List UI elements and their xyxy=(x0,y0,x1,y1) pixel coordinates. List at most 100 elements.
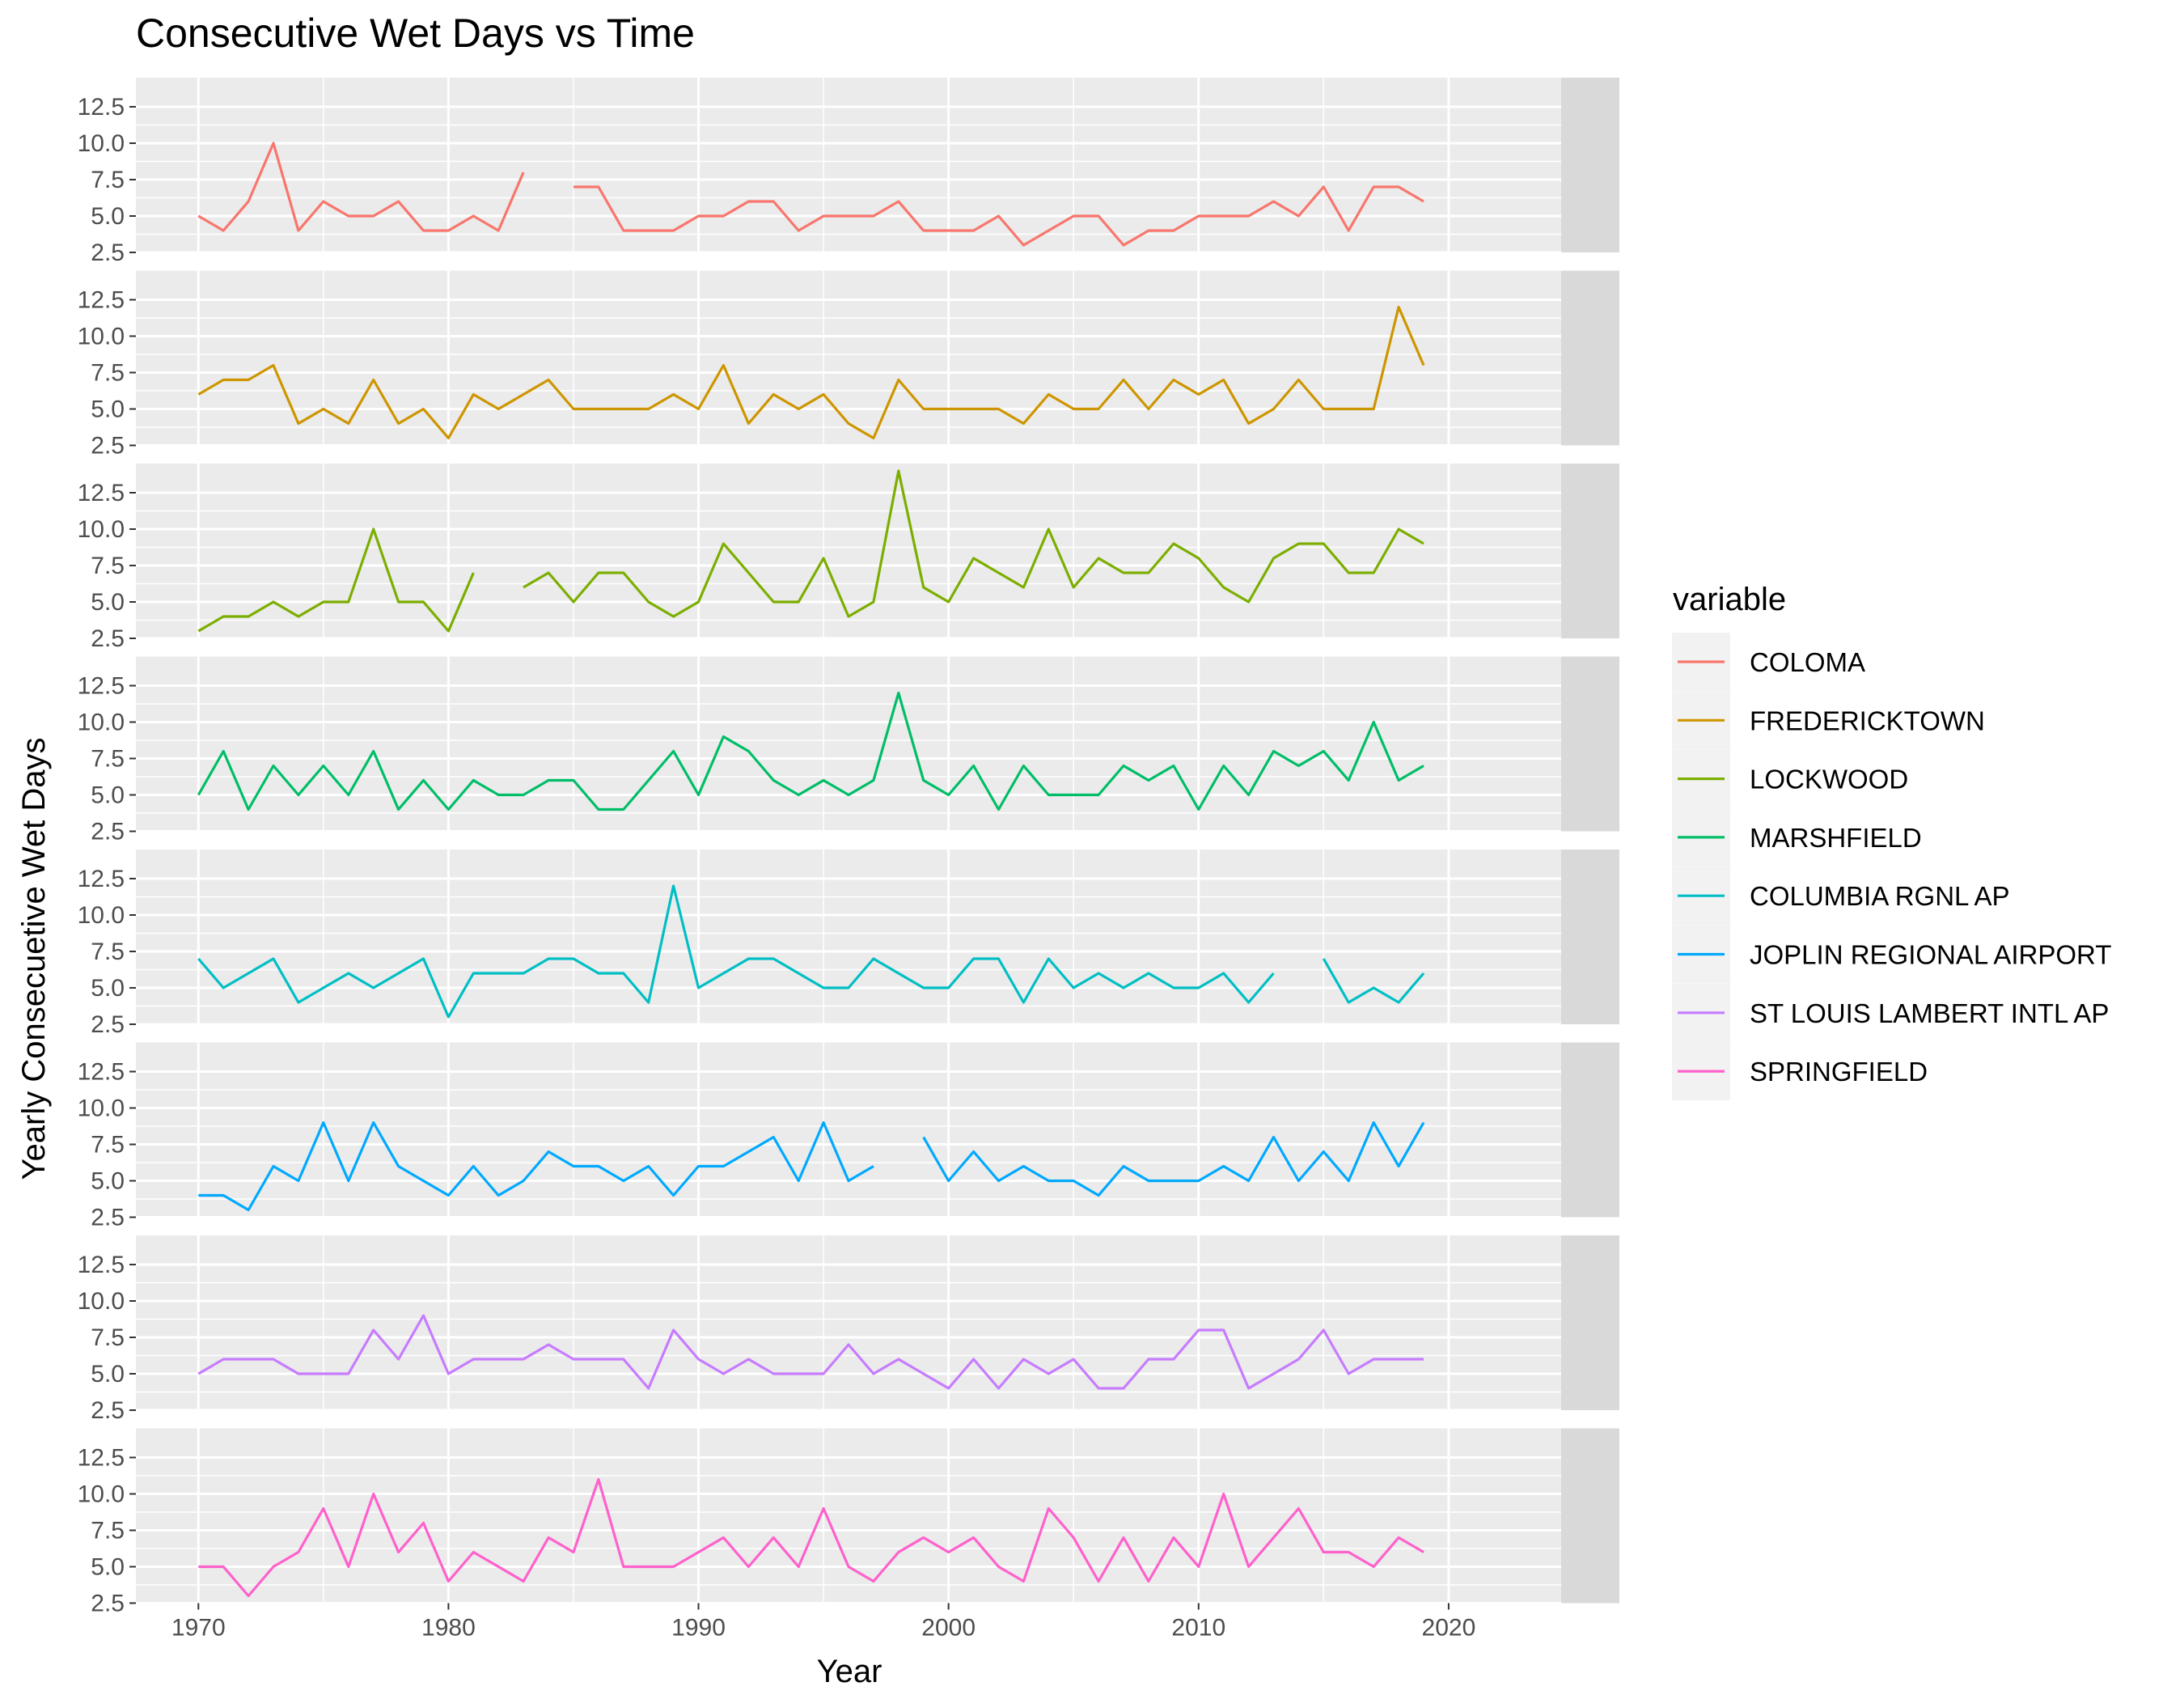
legend-item: MARSHFIELD xyxy=(1672,807,1922,866)
series-line xyxy=(197,142,525,232)
series-line xyxy=(197,1314,1424,1390)
x-tick-label: 1970 xyxy=(171,1615,226,1642)
series-line xyxy=(197,884,1275,1019)
y-tick-label: 10.0 xyxy=(78,710,125,736)
facet-panel: 2.55.07.510.012.5COLUMBIA RGNL AP xyxy=(78,850,1619,1038)
legend-label: ST LOUIS LAMBERT INTL AP xyxy=(1750,998,2109,1028)
series-line xyxy=(198,1121,874,1212)
series-line xyxy=(523,469,1424,618)
series-line xyxy=(198,1477,1424,1598)
y-tick-label: 5.0 xyxy=(91,975,125,1002)
facet-panel: 2.55.07.510.012.5SPRINGFIELD xyxy=(78,1428,1619,1617)
y-tick-label: 12.5 xyxy=(78,94,125,121)
y-tick-label: 7.5 xyxy=(91,1518,125,1544)
y-tick-label: 12.5 xyxy=(78,1059,125,1086)
y-tick-label: 7.5 xyxy=(91,746,125,773)
x-tick-label: 2010 xyxy=(1171,1615,1225,1642)
facet-strip xyxy=(1561,78,1619,252)
y-tick-label: 10.0 xyxy=(78,1288,125,1315)
facet-panel: 2.55.07.510.012.5LOCKWOOD xyxy=(78,464,1619,652)
y-tick-label: 5.0 xyxy=(91,1361,125,1388)
y-tick-label: 2.5 xyxy=(91,433,125,460)
y-tick-label: 2.5 xyxy=(91,239,125,266)
legend-label: COLOMA xyxy=(1750,647,1865,677)
y-tick-label: 12.5 xyxy=(78,480,125,506)
legend-label: MARSHFIELD xyxy=(1750,823,1922,853)
y-tick-label: 12.5 xyxy=(78,866,125,892)
y-tick-label: 5.0 xyxy=(91,396,125,423)
x-tick-label: 1980 xyxy=(421,1615,476,1642)
y-tick-label: 2.5 xyxy=(91,625,125,652)
legend-item: FREDERICKTOWN xyxy=(1672,691,1985,750)
x-tick-label: 2000 xyxy=(921,1615,976,1642)
y-tick-label: 5.0 xyxy=(91,1168,125,1195)
x-tick-label: 2020 xyxy=(1422,1615,1476,1642)
panel-background xyxy=(136,656,1561,832)
facet-panel: 2.55.07.510.012.5MARSHFIELD xyxy=(78,656,1619,845)
legend-label: COLUMBIA RGNL AP xyxy=(1750,881,2010,911)
y-tick-label: 2.5 xyxy=(91,1591,125,1617)
legend-items: COLOMA FREDERICKTOWN LOCKWOOD MARSHFIELD COL… xyxy=(1672,633,2111,1101)
facet-panel: 2.55.07.510.012.5JOPLIN REGIONAL AIRPORT xyxy=(78,1042,1619,1231)
y-tick-label: 2.5 xyxy=(91,819,125,845)
legend-label: JOPLIN REGIONAL AIRPORT xyxy=(1750,940,2111,970)
legend-label: FREDERICKTOWN xyxy=(1750,705,1985,735)
x-axis: 1970 1980 1990 2000 2010 2020 xyxy=(171,1603,1476,1642)
chart-title: Consecutive Wet Days vs Time xyxy=(136,11,695,56)
series-line xyxy=(574,185,1424,247)
y-axis-title: Yearly Consecuetive Wet Days xyxy=(16,738,52,1180)
series-line xyxy=(922,1121,1425,1197)
legend-item: SPRINGFIELD xyxy=(1672,1042,1928,1101)
panel-background xyxy=(136,1042,1561,1218)
y-tick-label: 10.0 xyxy=(78,130,125,157)
legend-background xyxy=(1672,627,2129,1100)
series-line xyxy=(197,691,1424,811)
facet-panels: 2.55.07.510.012.5COLOMA2.55.07.510.012.5… xyxy=(78,78,1619,1617)
y-tick-label: 10.0 xyxy=(78,1481,125,1508)
y-tick-label: 10.0 xyxy=(78,1095,125,1122)
panel-background xyxy=(136,1235,1561,1410)
legend: variable COLOMA FREDERICKTOWN LOCKWOOD MARS… xyxy=(1672,582,2129,1101)
y-tick-label: 12.5 xyxy=(78,1445,125,1472)
y-tick-label: 10.0 xyxy=(78,516,125,543)
y-tick-label: 12.5 xyxy=(78,287,125,314)
panel-background xyxy=(136,464,1561,638)
y-tick-label: 5.0 xyxy=(91,1554,125,1581)
facet-strip xyxy=(1561,1235,1619,1410)
facet-strip xyxy=(1561,1042,1619,1218)
y-tick-label: 2.5 xyxy=(91,1011,125,1038)
facet-panel: 2.55.07.510.012.5ST LOUIS LAMBERT INTL A… xyxy=(78,1235,1619,1424)
facet-strip xyxy=(1561,464,1619,638)
legend-label: LOCKWOOD xyxy=(1750,765,1908,794)
x-axis-title: Year xyxy=(817,1654,882,1689)
y-tick-label: 2.5 xyxy=(91,1397,125,1424)
y-tick-label: 12.5 xyxy=(78,1252,125,1278)
facet-strip xyxy=(1561,270,1619,446)
series-line xyxy=(1322,958,1425,1004)
y-tick-label: 10.0 xyxy=(78,324,125,350)
legend-title: variable xyxy=(1673,582,1786,617)
y-tick-label: 7.5 xyxy=(91,938,125,965)
legend-item: COLOMA xyxy=(1672,633,1865,691)
panel-background xyxy=(136,1428,1561,1604)
y-tick-label: 10.0 xyxy=(78,902,125,929)
facet-strip xyxy=(1561,656,1619,832)
facet-strip xyxy=(1561,850,1619,1024)
facet-panel: 2.55.07.510.012.5COLOMA xyxy=(78,78,1619,266)
x-tick-label: 1990 xyxy=(671,1615,726,1642)
legend-label: SPRINGFIELD xyxy=(1750,1057,1928,1087)
y-tick-label: 5.0 xyxy=(91,782,125,809)
y-tick-label: 2.5 xyxy=(91,1205,125,1231)
y-tick-label: 7.5 xyxy=(91,167,125,193)
y-tick-label: 7.5 xyxy=(91,1132,125,1159)
y-tick-label: 12.5 xyxy=(78,673,125,700)
series-line xyxy=(197,527,475,633)
y-tick-label: 7.5 xyxy=(91,553,125,579)
legend-item: COLUMBIA RGNL AP xyxy=(1672,866,2010,926)
series-line xyxy=(197,305,1425,440)
facet-panel: 2.55.07.510.012.5FREDERICKTOWN xyxy=(78,270,1619,460)
facet-strip xyxy=(1561,1428,1619,1604)
y-tick-label: 7.5 xyxy=(91,360,125,387)
legend-item: JOPLIN REGIONAL AIRPORT xyxy=(1672,925,2111,984)
